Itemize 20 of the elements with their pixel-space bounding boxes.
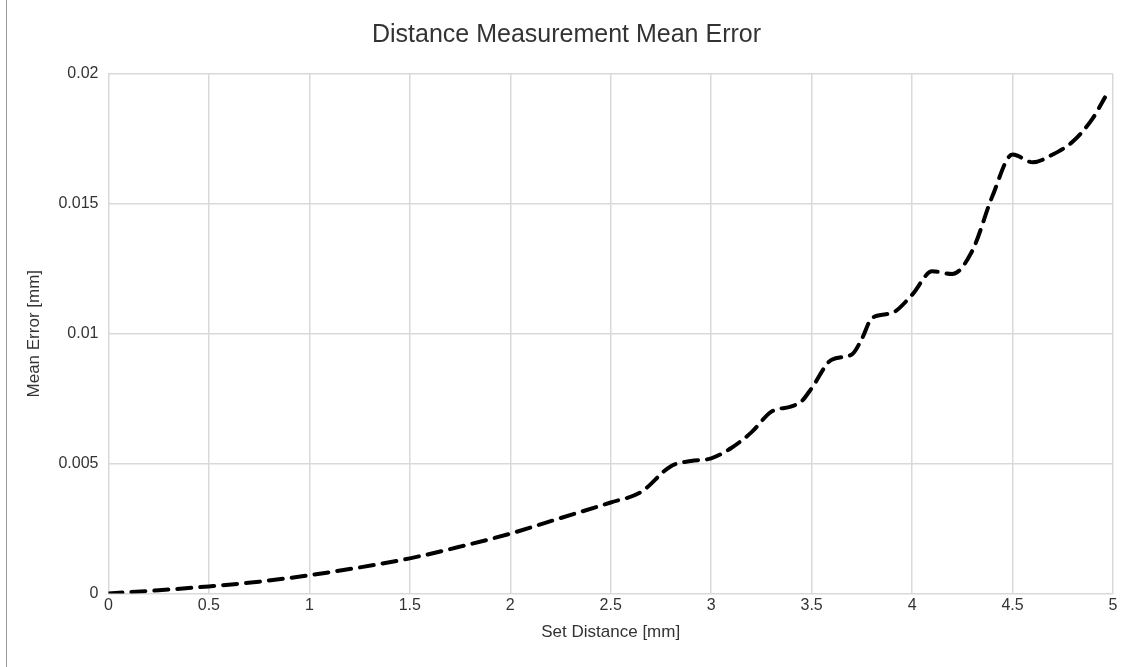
- y-tick-label: 0.02: [67, 64, 99, 82]
- x-tick-label: 0: [103, 596, 113, 614]
- x-tick-label: 1: [304, 596, 314, 614]
- y-axis-title: Mean Error [mm]: [23, 269, 43, 398]
- x-tick-label: 2.5: [599, 596, 622, 614]
- y-tick-label: 0.01: [67, 324, 99, 342]
- y-tick-label: 0: [89, 583, 99, 601]
- x-tick-label: 3.5: [800, 596, 823, 614]
- chart-title: Distance Measurement Mean Error: [371, 18, 762, 47]
- x-tick-label: 5: [1108, 596, 1118, 614]
- line-series: [108, 95, 1107, 594]
- x-tick-label: 4: [907, 596, 917, 614]
- y-tick-label: 0.015: [58, 194, 99, 212]
- y-tick-label: 0.005: [58, 453, 99, 471]
- x-tick-label: 4.5: [1001, 596, 1024, 614]
- x-axis-title: Set Distance [mm]: [541, 622, 681, 642]
- x-tick-label: 2: [505, 596, 515, 614]
- x-tick-label: 0.5: [197, 596, 221, 614]
- x-tick-label: 1.5: [398, 596, 422, 614]
- x-tick-label: 3: [706, 596, 716, 614]
